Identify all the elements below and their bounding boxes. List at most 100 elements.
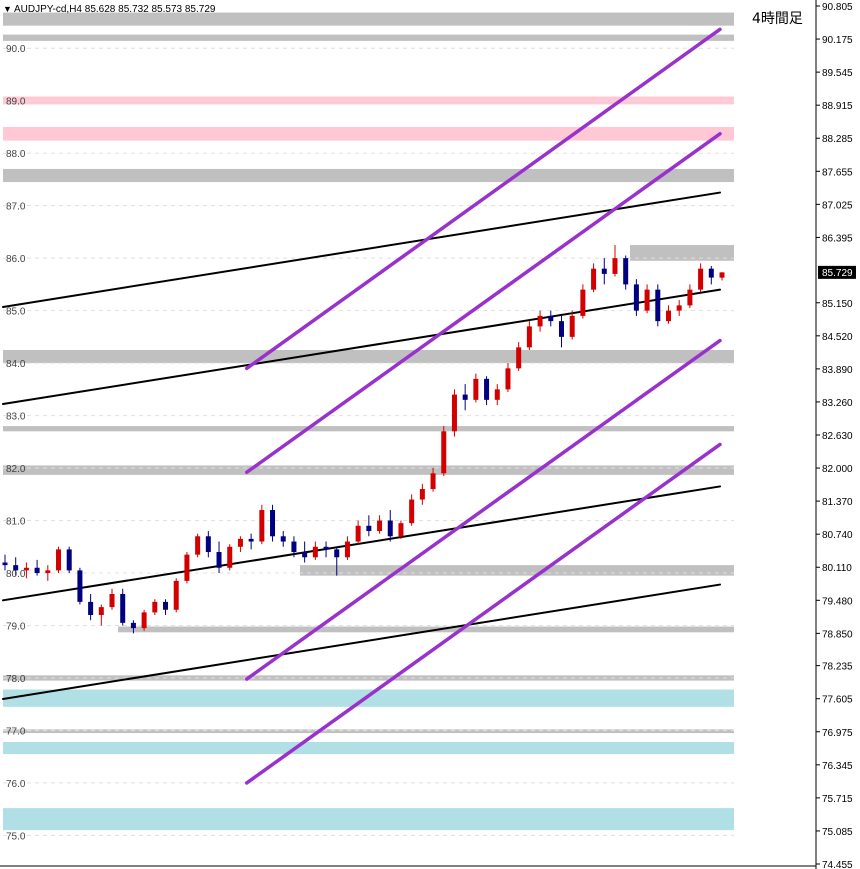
price-tick-label: 87.655 xyxy=(822,167,853,178)
candle-body xyxy=(205,536,211,553)
candle-body xyxy=(708,268,714,278)
timeframe-label: 4時間足 xyxy=(752,11,803,27)
candle-body xyxy=(633,284,639,311)
candle-body xyxy=(462,394,468,400)
zone-band xyxy=(3,808,734,831)
zone-band xyxy=(3,675,734,681)
candle-body xyxy=(558,321,564,337)
candle-body xyxy=(473,378,479,400)
candle-body xyxy=(312,546,318,558)
candle-body xyxy=(141,612,147,629)
price-tick-label: 78.235 xyxy=(822,662,853,673)
trend-line xyxy=(2,485,721,602)
candle-body xyxy=(644,289,650,311)
candle-body xyxy=(270,510,276,537)
candle-body xyxy=(387,520,393,537)
candle-body xyxy=(45,570,51,574)
level-label: 89.0 xyxy=(6,97,26,108)
candle-body xyxy=(601,268,607,274)
zone-band xyxy=(300,565,734,576)
candle-body xyxy=(441,431,447,474)
candle-body xyxy=(88,601,94,615)
level-label: 82.0 xyxy=(6,464,26,475)
level-label: 86.0 xyxy=(6,254,26,265)
level-label: 90.0 xyxy=(6,44,26,55)
price-tick-label: 88.285 xyxy=(822,134,853,145)
channel-line xyxy=(245,442,722,785)
candle-body xyxy=(676,305,682,311)
price-tick-label: 86.395 xyxy=(822,233,853,244)
price-tick-label: 83.890 xyxy=(822,365,853,376)
current-price-tag-bg xyxy=(818,265,856,279)
price-tick-label: 76.345 xyxy=(822,761,853,772)
candle-body xyxy=(419,489,425,500)
candle-body xyxy=(494,389,500,400)
candle-body xyxy=(526,326,532,348)
level-label: 77.0 xyxy=(6,726,26,737)
price-tick-label: 76.975 xyxy=(822,728,853,739)
candle-body xyxy=(505,368,511,390)
candle-body xyxy=(34,567,40,574)
price-axis[interactable]: 90.805 90.175 89.545 88.915 88.285 87.655 87.0… xyxy=(816,2,853,869)
price-tick-label: 89.545 xyxy=(822,68,853,79)
candle-body xyxy=(698,268,704,290)
left-level-labels: 90.0 89.0 88.0 87.0 86.0 85.0 84.0 83.0 82.0 81.0… xyxy=(6,44,26,842)
price-tick-label: 81.370 xyxy=(822,497,853,508)
price-tick-label: 87.025 xyxy=(822,200,853,211)
candle-body xyxy=(612,258,618,274)
candle-body xyxy=(655,289,661,322)
candle-body xyxy=(719,272,725,278)
price-tick-label: 77.605 xyxy=(822,695,853,706)
zone-band xyxy=(3,689,734,707)
collapse-triangle-icon[interactable]: ▼ xyxy=(3,4,12,14)
zone-band xyxy=(3,465,734,475)
zone-band xyxy=(630,245,734,261)
candle-body xyxy=(623,258,629,285)
level-label: 78.0 xyxy=(6,674,26,685)
price-tick-label: 80.110 xyxy=(822,563,852,574)
candle-body xyxy=(77,570,83,602)
candle-body xyxy=(2,562,8,566)
candle-body xyxy=(377,520,383,532)
channel-line xyxy=(245,338,722,681)
candle-body xyxy=(23,567,29,571)
level-label: 80.0 xyxy=(6,569,26,580)
price-tick-label: 83.260 xyxy=(822,398,853,409)
zone-band xyxy=(3,34,734,41)
candle-body xyxy=(184,554,190,581)
current-price-tag: 85.729 xyxy=(818,265,856,279)
trend-line xyxy=(2,583,721,700)
level-label: 83.0 xyxy=(6,412,26,423)
candle-body xyxy=(98,607,104,615)
zone-band xyxy=(3,12,734,26)
zone-band xyxy=(3,729,734,734)
candle-body xyxy=(66,549,72,571)
level-label: 75.0 xyxy=(6,831,26,842)
candle-body xyxy=(484,378,490,400)
zone-band xyxy=(3,96,734,105)
candle-body xyxy=(569,315,575,337)
candle-body xyxy=(109,594,115,608)
candle-body xyxy=(355,525,361,542)
candle-body xyxy=(259,510,265,542)
candle-body xyxy=(516,347,522,369)
candle-body xyxy=(398,523,404,537)
candle-body xyxy=(323,546,329,550)
candle-body xyxy=(366,525,372,532)
candle-body xyxy=(580,289,586,316)
trend-line xyxy=(2,288,721,406)
zone-band xyxy=(3,168,734,183)
trendlines-layer xyxy=(2,27,722,785)
candle-body xyxy=(195,536,201,555)
candle-body xyxy=(216,552,222,568)
price-tick-label: 82.630 xyxy=(822,431,853,442)
candle-body xyxy=(291,541,297,553)
level-label: 76.0 xyxy=(6,779,26,790)
price-tick-label: 85.150 xyxy=(822,299,853,310)
zone-band xyxy=(3,349,734,364)
symbol-info-line: AUDJPY-cd,H4 85.628 85.732 85.573 85.729 xyxy=(14,4,216,15)
zone-band xyxy=(3,741,734,755)
price-tick-label: 90.805 xyxy=(822,2,853,13)
